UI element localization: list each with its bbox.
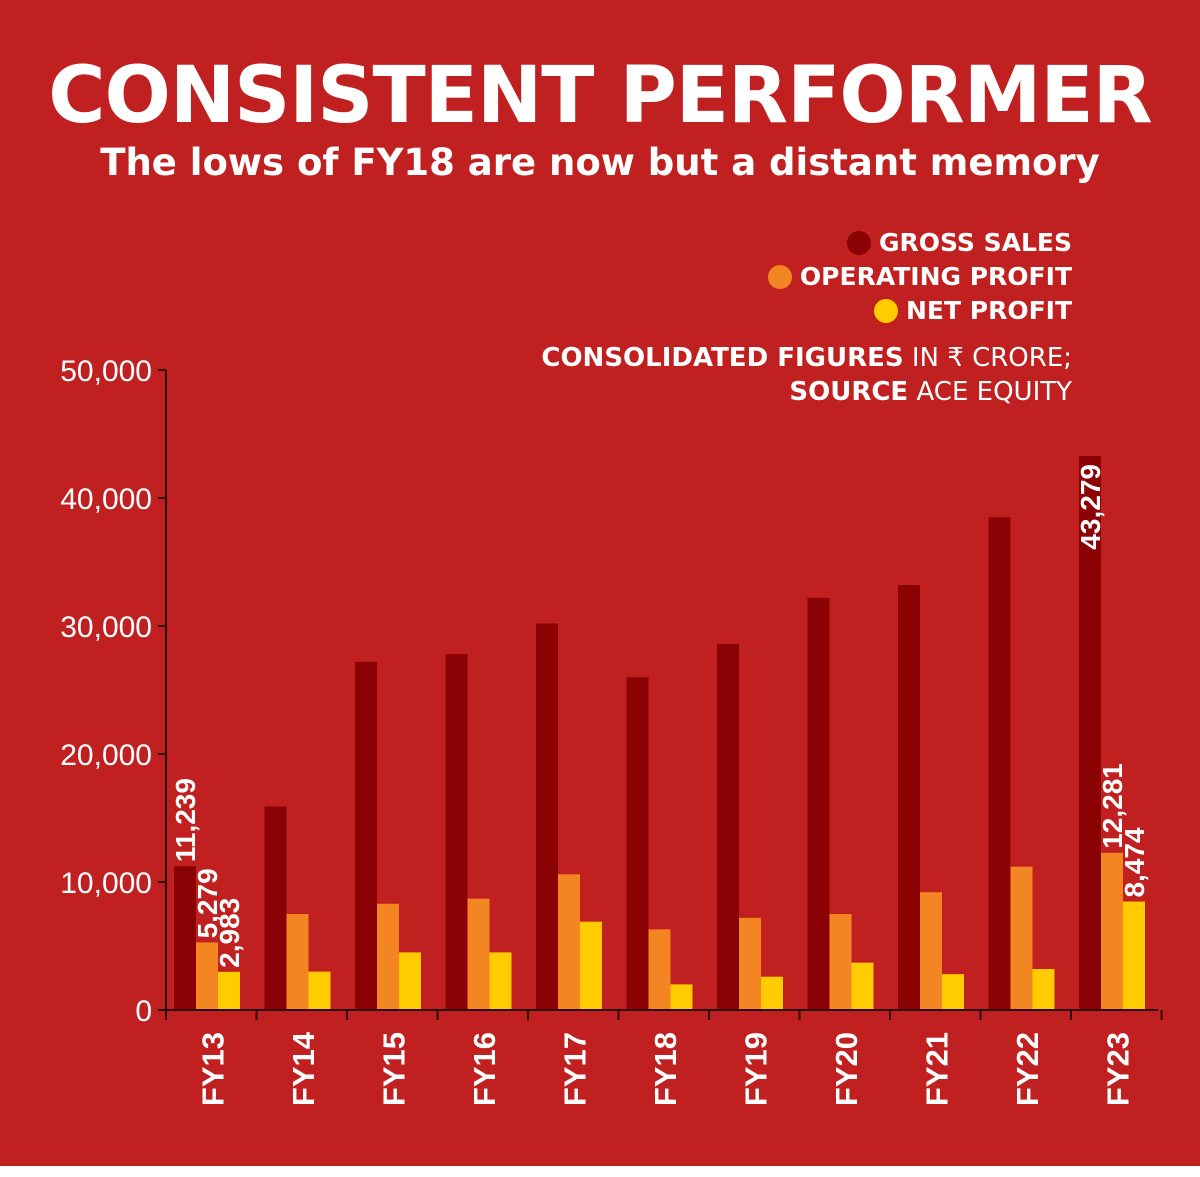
legend-swatch-net-profit <box>873 299 898 323</box>
source-line: SOURCE ACE EQUITY <box>432 375 1072 409</box>
chart-subtitle: The lows of FY18 are now but a distant m… <box>100 141 1100 184</box>
source-rest: ACE EQUITY <box>908 377 1072 407</box>
units-line: CONSOLIDATED FIGURES IN ₹ CRORE; <box>432 341 1072 375</box>
legend-label-net-profit: NET PROFIT <box>905 296 1072 325</box>
legend: GROSS SALES OPERATING PROFIT NET PROFIT <box>572 226 1072 328</box>
units-rest: IN ₹ CRORE; <box>903 343 1072 373</box>
legend-item-operating-profit: OPERATING PROFIT <box>572 260 1072 294</box>
legend-label-operating-profit: OPERATING PROFIT <box>799 262 1072 291</box>
legend-item-gross-sales: GROSS SALES <box>572 226 1072 260</box>
source-note: CONSOLIDATED FIGURES IN ₹ CRORE; SOURCE … <box>432 341 1072 409</box>
chart-title: CONSISTENT PERFORMER <box>48 51 1152 141</box>
legend-item-net-profit: NET PROFIT <box>572 294 1072 328</box>
legend-swatch-gross-sales <box>847 231 872 255</box>
legend-label-gross-sales: GROSS SALES <box>879 228 1072 257</box>
units-bold: CONSOLIDATED FIGURES <box>541 343 904 373</box>
legend-swatch-operating-profit <box>767 265 792 289</box>
source-bold: SOURCE <box>789 377 909 407</box>
